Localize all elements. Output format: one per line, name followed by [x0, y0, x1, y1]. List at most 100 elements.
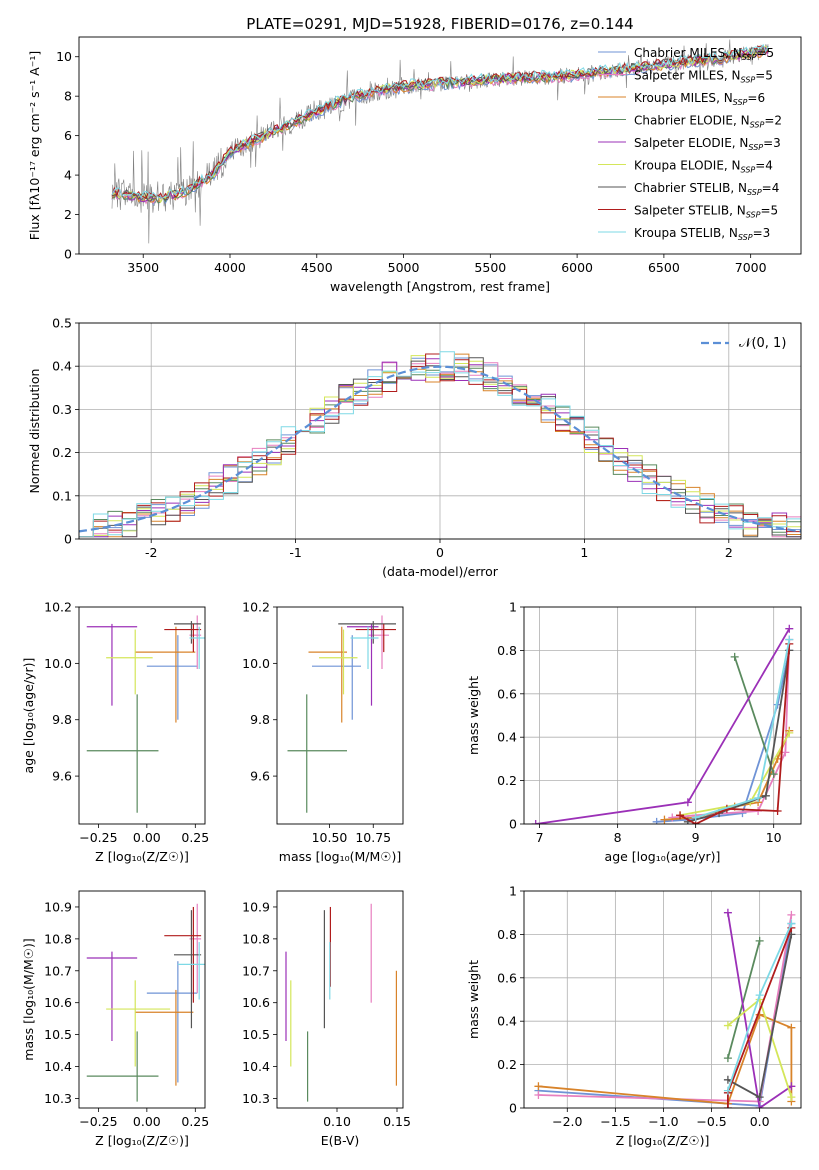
weight-marker	[755, 991, 764, 1000]
weight-line-7	[679, 643, 791, 824]
x-axis-label: wavelength [Angstrom, rest frame]	[330, 279, 550, 294]
legend-nssp-value: 5	[765, 69, 773, 83]
x-axis-label: Z [log₁₀(Z/Z☉)]	[95, 849, 189, 864]
legend-nssp-value: 4	[765, 159, 773, 173]
y-tick-label: 0.2	[497, 1057, 517, 1072]
y-tick-label: 6	[64, 128, 72, 143]
y-tick-label: 10.7	[242, 963, 270, 978]
axes-frame	[78, 36, 802, 255]
legend-entry-6: Chabrier STELIB, NSSP=4	[634, 181, 779, 197]
y-tick-label: 10.9	[44, 899, 72, 914]
y-tick-label: 0.4	[497, 1014, 517, 1029]
y-tick-label: 1	[509, 600, 517, 615]
y-tick-label: 10.2	[44, 600, 72, 615]
y-tick-label: 0	[64, 532, 72, 547]
x-tick-label: 4500	[301, 260, 333, 275]
x-axis-label: age [log₁₀(age/yr)]	[605, 849, 721, 864]
weight-marker	[730, 652, 739, 661]
weight-marker	[785, 635, 794, 644]
y-tick-label: 10.6	[242, 995, 270, 1010]
weight-marker	[781, 748, 790, 757]
y-tick-label: 10.6	[44, 995, 72, 1010]
x-tick-label: 9	[692, 830, 700, 845]
x-tick-label: 0.10	[323, 1114, 351, 1129]
legend-nssp-eq: =	[764, 114, 774, 128]
weight-marker	[723, 1021, 732, 1030]
x-tick-label: -1	[289, 545, 301, 560]
y-tick-label: 10.5	[44, 1027, 72, 1042]
weight-marker	[723, 1104, 732, 1108]
plot-area	[287, 615, 396, 813]
legend-nssp-sub: SSP	[738, 233, 753, 242]
weight-marker	[691, 813, 700, 822]
legend-nssp-value: 2	[774, 114, 782, 128]
plot-area	[86, 615, 205, 813]
axes-frame	[276, 606, 404, 825]
axes-frame	[276, 890, 404, 1109]
y-tick-label: 0.5	[52, 316, 72, 331]
axes-frame	[78, 322, 802, 540]
x-tick-label: −1.5	[600, 1114, 630, 1129]
x-tick-label: 5500	[474, 260, 506, 275]
legend-nssp-prefix: , N	[724, 69, 741, 83]
legend-model-name: Kroupa MILES	[634, 91, 716, 105]
age-vs-mass-panel: 10.50 10.75 9.6 9.8 10.0 10.2 mass [log₁₀(M/M☉…	[242, 600, 404, 864]
plot-area	[285, 903, 398, 1102]
residual-legend: 𝒩(0, 1)	[701, 336, 786, 351]
y-axis-label: Flux [fλ10⁻¹⁷ erg cm⁻² s⁻¹ A⁻¹]	[27, 51, 42, 240]
legend-nssp-eq: =	[755, 159, 765, 173]
x-tick-label: 0.00	[133, 830, 161, 845]
plot-area	[86, 903, 205, 1102]
weight-marker	[785, 624, 794, 633]
y-axis-label: mass [log₁₀(M/M☉)]	[21, 938, 36, 1060]
x-tick-label: 3500	[127, 260, 159, 275]
spectrum-legend: Chabrier MILES, NSSP=5 Salpeter MILES, N S…	[598, 46, 782, 242]
x-tick-label: 0.15	[383, 1114, 411, 1129]
legend-nssp-value: 5	[771, 204, 779, 218]
age-vs-metallicity-panel: −0.25 0.00 0.25 9.6 9.8 10.0 10.2 Z [log₁₀(Z/Z☉…	[21, 600, 209, 865]
mass-vs-ebv-panel: 0.10 0.15 10.3 10.4 10.5 10.6 10.7 10.8 10.9 E(B-…	[242, 890, 411, 1148]
plot-area	[531, 624, 794, 824]
legend-nssp-value: 3	[773, 136, 781, 150]
y-tick-label: 10.4	[242, 1059, 270, 1074]
axes-frame	[523, 606, 802, 825]
legend-nssp-eq: =	[747, 91, 757, 105]
weight-marker	[534, 1090, 543, 1099]
residual-hist-8	[79, 351, 801, 538]
x-tick-label: 10.50	[312, 830, 348, 845]
y-axis-label: mass weight	[466, 960, 481, 1039]
legend-nssp-sub: SSP	[750, 121, 765, 130]
legend-entry-7: Salpeter STELIB, NSSP=5	[634, 204, 778, 220]
figure-title: PLATE=0291, MJD=51928, FIBERID=0176, z=0…	[246, 15, 633, 33]
legend-model-name: Salpeter MILES	[634, 69, 724, 83]
x-tick-label: −1.0	[648, 1114, 678, 1129]
y-tick-label: 2	[64, 207, 72, 222]
legend-entry-3: Chabrier ELODIE, NSSP=2	[634, 114, 782, 130]
legend-label: 𝒩(0, 1)	[739, 336, 786, 351]
x-tick-label: 10.75	[355, 830, 391, 845]
weight-marker	[723, 1086, 732, 1095]
weight-line-3	[727, 940, 761, 1059]
legend-nssp-eq: =	[755, 69, 765, 83]
x-tick-label: 7	[536, 830, 544, 845]
weight-marker	[723, 908, 732, 917]
weight-marker	[787, 910, 796, 919]
legend-nssp-eq: =	[763, 136, 773, 150]
weight-line-4	[535, 628, 791, 824]
weight-marker	[531, 820, 540, 824]
weight-marker	[755, 1093, 764, 1102]
x-tick-label: −0.25	[79, 1114, 117, 1129]
y-tick-label: 0.6	[497, 970, 517, 985]
x-tick-label: 7000	[735, 260, 767, 275]
y-tick-label: 10.5	[242, 1027, 270, 1042]
legend-model-name: Chabrier STELIB	[634, 181, 730, 195]
y-tick-label: 0.2	[52, 445, 72, 460]
y-tick-label: 9.8	[250, 712, 270, 727]
y-tick-label: 10.3	[242, 1091, 270, 1106]
legend-entry-0: Chabrier MILES, NSSP=5	[634, 46, 774, 62]
y-tick-label: 0	[509, 1101, 517, 1116]
y-axis-label: age [log₁₀(age/yr)]	[21, 658, 36, 774]
x-axis-label: mass [log₁₀(M/M☉)]	[279, 849, 401, 864]
weight-marker	[652, 817, 661, 824]
